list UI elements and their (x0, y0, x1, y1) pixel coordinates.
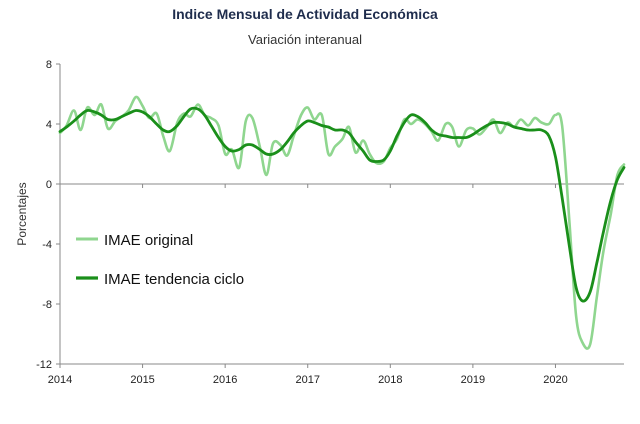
x-tick-label: 2018 (378, 374, 402, 386)
x-tick-label: 2017 (295, 374, 319, 386)
x-tick-label: 2016 (213, 374, 237, 386)
y-tick-label: 8 (46, 59, 52, 71)
y-tick-label: 4 (46, 119, 52, 131)
legend-box (66, 218, 266, 294)
y-tick-label: -8 (42, 299, 52, 311)
y-tick-label: -12 (36, 359, 52, 371)
y-tick-label: 0 (46, 179, 52, 191)
chart-axes: 8 4 0 -4 -8 -12 2014 2015 2016 2017 2018 2019 2020 (36, 59, 624, 386)
x-tick-label: 2015 (130, 374, 154, 386)
x-tick-label: 2014 (48, 374, 72, 386)
legend-label-imae-tendencia-ciclo: IMAE tendencia ciclo (104, 271, 244, 288)
chart-title: Indice Mensual de Actividad Económica (172, 6, 438, 22)
chart-series (58, 95, 626, 350)
x-tick-label: 2020 (543, 374, 567, 386)
series-line-imae-tendencia-ciclo (58, 106, 626, 303)
y-axis-label: Porcentajes (15, 182, 29, 245)
y-tick-label: -4 (42, 239, 52, 251)
chart-legend: IMAE original IMAE tendencia ciclo (66, 218, 266, 294)
chart-subtitle: Variación interanual (248, 32, 362, 47)
x-tick-label: 2019 (461, 374, 485, 386)
legend-label-imae-original: IMAE original (104, 232, 193, 249)
series-line-imae-original (58, 95, 626, 350)
